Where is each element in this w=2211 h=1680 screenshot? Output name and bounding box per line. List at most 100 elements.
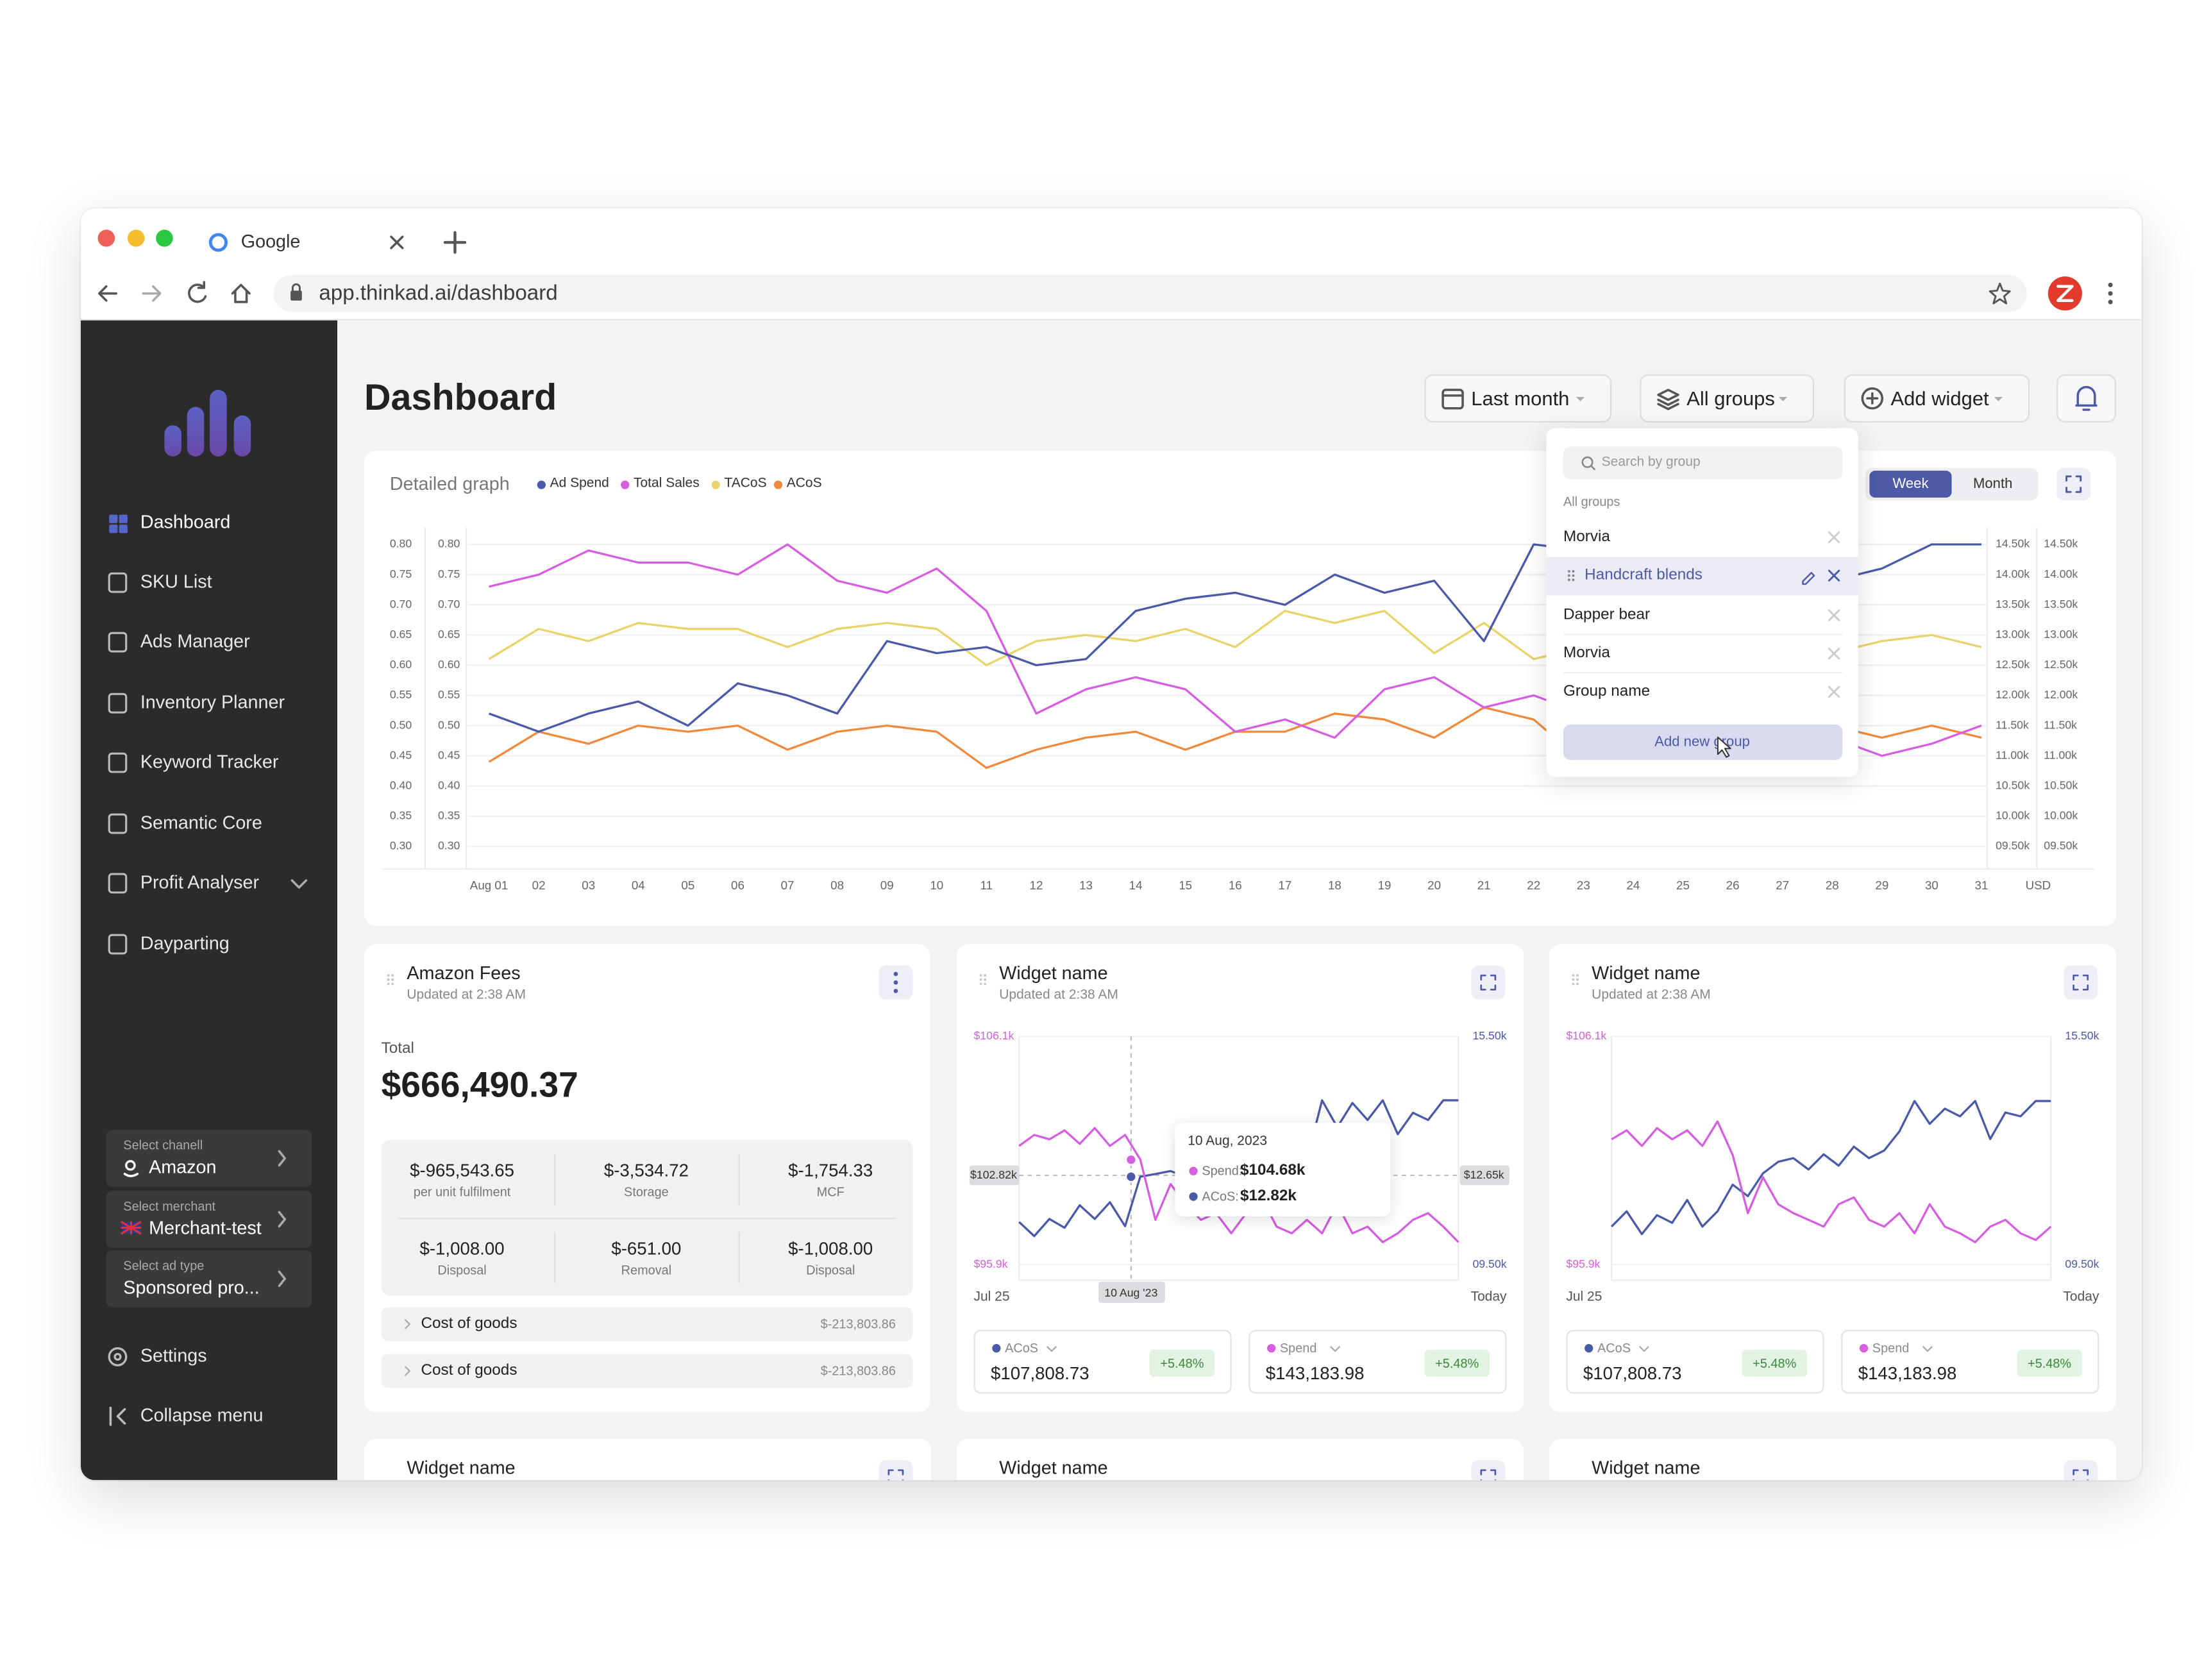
metric-card[interactable] bbox=[1566, 1329, 1824, 1394]
y-marker-label: $102.82k bbox=[970, 1168, 1017, 1182]
x-marker-label: 10 Aug '23 bbox=[1104, 1286, 1158, 1300]
toolbar-divider bbox=[80, 319, 2142, 321]
group-dropdown bbox=[1546, 428, 1858, 777]
selector-value: Merchant-test bbox=[149, 1217, 262, 1239]
legend-label: TACoS bbox=[724, 475, 767, 492]
fee-row[interactable] bbox=[381, 1354, 913, 1388]
selector[interactable] bbox=[106, 1191, 312, 1248]
change-value: +5.48% bbox=[1160, 1356, 1204, 1371]
nav-item[interactable]: SKU List bbox=[140, 570, 212, 592]
legend-dot bbox=[773, 480, 783, 489]
fee-label: Disposal bbox=[806, 1263, 855, 1277]
widget-title: Widget name bbox=[407, 1456, 516, 1479]
nav-item[interactable]: Semantic Core bbox=[140, 811, 262, 834]
row-divider bbox=[1563, 634, 1843, 635]
nav-item[interactable]: Ads Manager bbox=[140, 630, 250, 652]
fee-value: $-1,008.00 bbox=[788, 1238, 873, 1259]
google-icon bbox=[208, 233, 228, 252]
add-group-button[interactable] bbox=[1563, 724, 1843, 760]
expand-button[interactable] bbox=[2056, 467, 2091, 501]
widget-title: Amazon Fees bbox=[407, 962, 521, 984]
change-badge bbox=[1742, 1349, 1808, 1377]
metric-dot bbox=[1585, 1344, 1593, 1353]
collapse-menu[interactable]: Collapse menu bbox=[140, 1404, 264, 1426]
fee-row-value: $-213,803.86 bbox=[820, 1363, 896, 1378]
url: app.thinkad.ai/dashboard bbox=[319, 281, 558, 306]
nav-item[interactable]: Keyword Tracker bbox=[140, 750, 279, 772]
selector[interactable] bbox=[106, 1250, 312, 1307]
metric-value: $107,808.73 bbox=[1583, 1363, 1682, 1384]
widget-title: Widget name bbox=[999, 1456, 1108, 1479]
row-divider bbox=[1563, 672, 1843, 674]
nav-item[interactable]: Profit Analyser bbox=[140, 871, 260, 893]
new-tab-icon bbox=[443, 231, 467, 254]
tooltip-dot bbox=[1189, 1192, 1198, 1201]
expand-button[interactable] bbox=[2064, 965, 2098, 1000]
tooltip-label: ACoS: bbox=[1202, 1189, 1239, 1204]
expand-button[interactable] bbox=[1471, 965, 1506, 1000]
selector[interactable] bbox=[106, 1130, 312, 1187]
metric-card[interactable] bbox=[1841, 1329, 2099, 1394]
x-marker bbox=[1098, 1281, 1165, 1303]
dropdown-section: All groups bbox=[1563, 494, 1620, 509]
metric-card[interactable] bbox=[973, 1329, 1232, 1394]
search-placeholder: Search by group bbox=[1601, 454, 1701, 471]
nav-item[interactable]: Dayparting bbox=[140, 932, 230, 953]
settings[interactable]: Settings bbox=[140, 1345, 207, 1366]
tooltip-label: Spend: bbox=[1202, 1163, 1243, 1178]
logo-bar bbox=[233, 415, 251, 457]
expand-button[interactable] bbox=[1471, 1460, 1506, 1481]
widget-card bbox=[956, 1439, 1524, 1481]
group-item[interactable]: Morvia bbox=[1563, 644, 1610, 662]
week-button[interactable] bbox=[1869, 471, 1952, 498]
menu-button[interactable] bbox=[879, 965, 913, 1000]
group-item[interactable]: Dapper bear bbox=[1563, 606, 1651, 624]
search-input[interactable] bbox=[1563, 446, 1843, 480]
fee-value: $-965,543.65 bbox=[410, 1161, 514, 1181]
add-group-label: Add new group bbox=[1654, 734, 1750, 751]
tooltip-dot bbox=[1189, 1166, 1198, 1175]
notifications-button[interactable] bbox=[2056, 374, 2116, 423]
group-item[interactable]: Group name bbox=[1563, 682, 1651, 700]
change-badge bbox=[1149, 1349, 1215, 1377]
widget-updated: Updated at 2:38 AM bbox=[999, 987, 1118, 1004]
header-button-label: All groups bbox=[1686, 387, 1775, 410]
close-light bbox=[97, 230, 115, 247]
metric-dot bbox=[1267, 1344, 1276, 1353]
fees-divider bbox=[554, 1232, 556, 1283]
legend-dot bbox=[537, 480, 546, 489]
metric-card[interactable] bbox=[1248, 1329, 1507, 1394]
change-badge bbox=[2017, 1349, 2082, 1377]
fee-label: MCF bbox=[816, 1185, 845, 1200]
widget-updated: Updated at 2:38 AM bbox=[1592, 987, 1711, 1004]
fee-row[interactable] bbox=[381, 1307, 913, 1341]
metric-name: ACoS bbox=[1005, 1341, 1039, 1356]
change-value: +5.48% bbox=[1753, 1356, 1797, 1371]
widget-title: Widget name bbox=[1592, 962, 1701, 984]
logo-bar bbox=[210, 390, 227, 457]
change-badge bbox=[1424, 1349, 1490, 1377]
total-label: Total bbox=[381, 1040, 414, 1057]
group-item[interactable]: Handcraft blends bbox=[1585, 566, 1702, 584]
header-button-label: Add widget bbox=[1890, 387, 1989, 410]
nav-item[interactable]: Dashboard bbox=[140, 511, 231, 533]
graph-title: Detailed graph bbox=[389, 473, 510, 494]
fees-divider bbox=[738, 1154, 740, 1205]
reload-icon bbox=[188, 281, 207, 303]
toggle-label[interactable]: Month bbox=[1972, 476, 2013, 492]
fee-value: $-1,754.33 bbox=[788, 1161, 873, 1181]
group-item[interactable]: Morvia bbox=[1563, 528, 1610, 546]
expand-button[interactable] bbox=[2064, 1460, 2098, 1481]
legend-dot bbox=[711, 480, 720, 489]
legend-dot bbox=[621, 480, 630, 489]
header-button-label: Last month bbox=[1471, 387, 1570, 410]
menu-dot bbox=[2108, 299, 2113, 305]
zoom-light bbox=[156, 230, 173, 247]
expand-button[interactable] bbox=[879, 1460, 913, 1481]
nav-item[interactable]: Inventory Planner bbox=[140, 691, 285, 713]
home-icon bbox=[231, 283, 251, 303]
profile-avatar bbox=[2047, 276, 2082, 311]
y-marker bbox=[969, 1165, 1020, 1186]
